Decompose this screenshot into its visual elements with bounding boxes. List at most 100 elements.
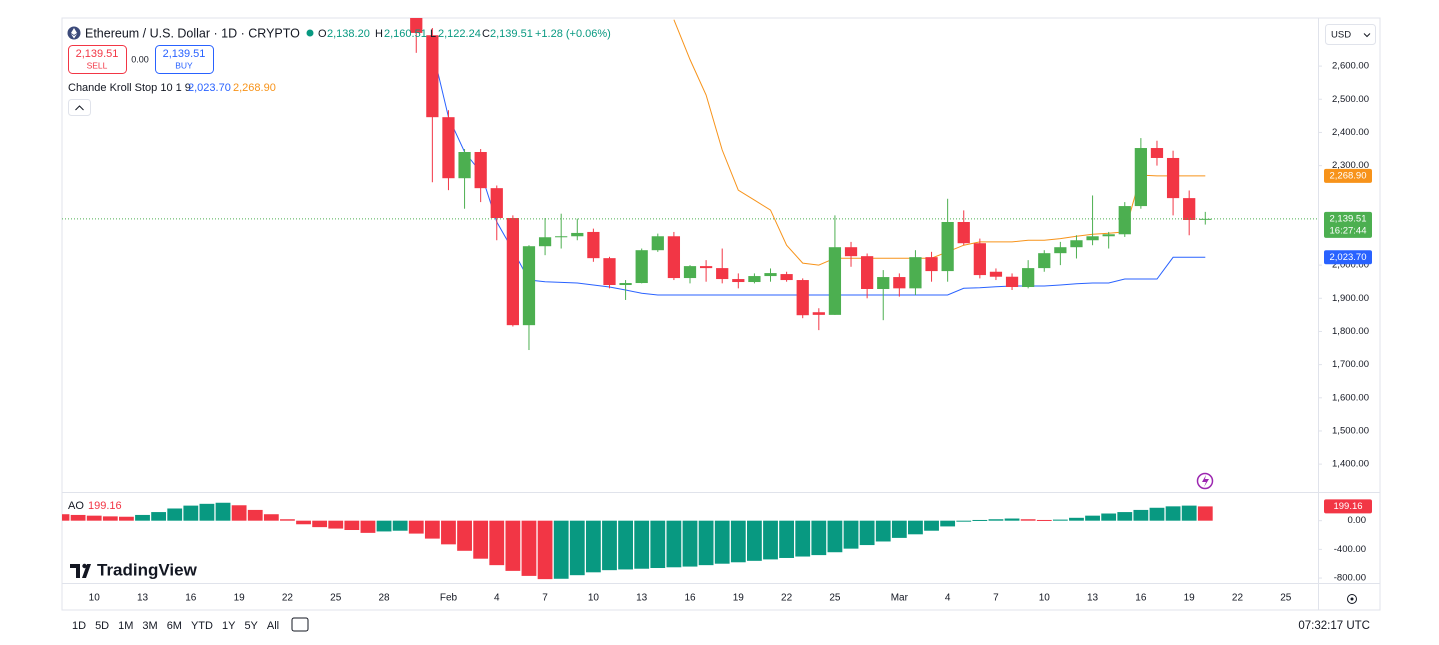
ao-bar: [779, 520, 795, 558]
indicator-badge: [1324, 250, 1372, 265]
ohlc-value: 2,138.20: [327, 28, 370, 40]
ao-bar: [408, 520, 424, 534]
x-tick-label: 10: [1039, 593, 1051, 604]
candle-body: [667, 236, 681, 279]
candle-body: [1038, 253, 1051, 269]
range-button[interactable]: 1Y: [222, 620, 236, 632]
ohlc-legend: O 2,138.20 H 2,160.51 L 2,122.24 C 2,139…: [318, 28, 611, 40]
indicator-value: 2,268.90: [233, 82, 276, 94]
ao-bar: [102, 516, 118, 521]
collapse-caret[interactable]: [75, 105, 84, 111]
buy-box[interactable]: [155, 45, 214, 74]
candle-body: [925, 257, 938, 272]
ao-bar: [714, 520, 730, 564]
range-button[interactable]: 5D: [95, 620, 109, 632]
candle-body: [909, 257, 922, 289]
range-button[interactable]: 1M: [118, 620, 133, 632]
ao-bar: [602, 520, 617, 571]
range-button[interactable]: 1D: [72, 620, 86, 632]
axes: 1,400.00 1,500.00 1,600.00 1,700.00 1,800.00…: [89, 61, 1372, 604]
ao-bar: [521, 520, 537, 576]
x-tick-label: 28: [378, 593, 390, 604]
sell-box[interactable]: [68, 45, 127, 74]
ao-badge: [1324, 499, 1372, 514]
range-button[interactable]: YTD: [191, 620, 213, 632]
x-tick-label: 25: [330, 593, 342, 604]
indicator-value: 2,023.70: [188, 82, 231, 94]
ohlc-label: O: [318, 28, 327, 40]
range-button[interactable]: 6M: [167, 620, 182, 632]
range-button[interactable]: 5Y: [244, 620, 258, 632]
buy-label[interactable]: BUY: [175, 60, 193, 70]
y-tick-label: 1,500.00: [1332, 425, 1369, 436]
x-tick-label: 13: [636, 593, 648, 604]
candle-body: [1054, 247, 1067, 254]
x-tick-label: 25: [829, 593, 841, 604]
candle-body: [764, 273, 777, 277]
y-tick-label: 1,900.00: [1332, 293, 1369, 304]
assistant-icon[interactable]: [1196, 472, 1214, 490]
collapse-box[interactable]: [68, 99, 91, 116]
candle-body: [844, 247, 858, 257]
collapse-button[interactable]: [68, 99, 91, 116]
ao-bar: [505, 520, 521, 571]
x-tick-label: 16: [684, 593, 696, 604]
currency[interactable]: USD: [1331, 30, 1351, 41]
candle-body: [989, 271, 1003, 277]
x-tick-label: 13: [137, 593, 149, 604]
buy-price[interactable]: 2,139.51: [163, 48, 206, 60]
chart-title: Ethereum / U.S. Dollar · 1D · CRYPTO: [85, 26, 300, 40]
sell-label[interactable]: SELL: [87, 60, 108, 70]
date-range-icon[interactable]: [291, 617, 309, 632]
ao-bar: [569, 520, 585, 576]
ao-bar: [183, 505, 199, 521]
y-tick-label: 2,000.00: [1332, 260, 1369, 271]
ao-bar: [312, 520, 328, 528]
ao-bar: [1149, 507, 1165, 521]
currency-caret[interactable]: [1363, 33, 1371, 38]
frame: [61, 17, 1381, 611]
y-tick-label: 1,700.00: [1332, 359, 1369, 370]
candle-body: [877, 277, 890, 289]
logo: TradingView: [70, 560, 198, 579]
y-tick-label: 2,500.00: [1332, 94, 1369, 105]
buy-button[interactable]: 2,139.51 BUY: [155, 45, 214, 74]
x-tick-label: 22: [781, 593, 793, 604]
assistant-ring[interactable]: [1196, 472, 1214, 490]
ao-bar: [618, 520, 633, 570]
assistant-bolt[interactable]: [1202, 475, 1209, 487]
footer: 07:32:17 UTC 1D 5D 1M 3M 6M YTD 1Y 5Y All: [72, 617, 1370, 632]
settings-icon-center[interactable]: [1350, 597, 1354, 601]
candle-body: [1118, 206, 1131, 235]
y-tick-label: 1,800.00: [1332, 326, 1369, 337]
y-tick-label: 1,400.00: [1332, 459, 1369, 470]
candle-body: [442, 117, 455, 179]
ao-bar: [698, 520, 714, 566]
ao-bar: [827, 520, 843, 553]
settings-icon[interactable]: [1347, 594, 1357, 604]
symbol-icon-glyph: [71, 28, 77, 39]
ao-bar: [1117, 512, 1133, 521]
indicator-name: Chande Kroll Stop 10 1 9: [68, 82, 191, 94]
ao-bar: [956, 520, 972, 522]
sell-price[interactable]: 2,139.51: [76, 48, 119, 60]
ao-bar: [392, 520, 408, 531]
ao-bar: [537, 520, 553, 580]
currency-select[interactable]: USD: [1325, 24, 1376, 45]
range-button[interactable]: All: [267, 620, 279, 632]
range-button[interactable]: 3M: [142, 620, 157, 632]
candle-body: [506, 218, 519, 326]
candle-body: [651, 236, 664, 251]
ohlc-value: 2,160.51: [384, 28, 427, 40]
ao-bar: [1181, 505, 1197, 521]
ao-y-tick-label: 0.00: [1348, 515, 1367, 526]
ao-bar: [167, 508, 183, 521]
ao-bar: [553, 520, 569, 579]
currency-box[interactable]: [1325, 24, 1376, 45]
candle-body: [619, 283, 632, 286]
candle-body: [716, 268, 729, 280]
ao-bar: [875, 520, 891, 542]
sell-button[interactable]: 2,139.51 SELL: [68, 45, 127, 74]
